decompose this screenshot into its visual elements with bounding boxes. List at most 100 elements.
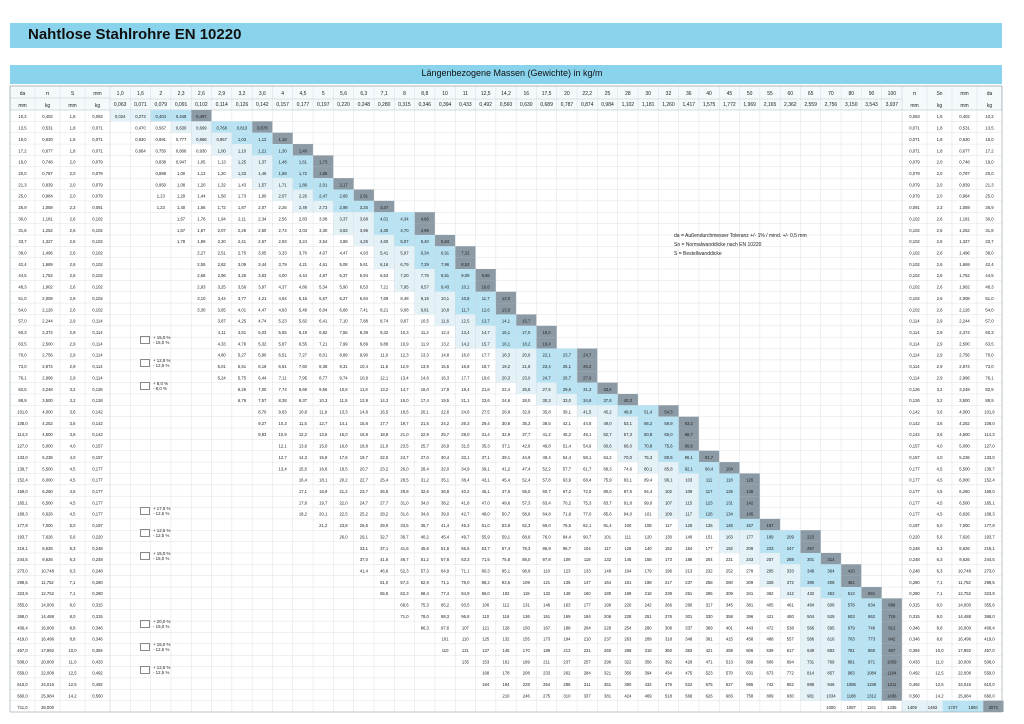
mass-cell: 22,5 <box>339 512 348 517</box>
left-cell: 7,626 <box>42 534 53 539</box>
band-cell <box>313 155 334 167</box>
mass-cell: 38,5 <box>543 421 552 426</box>
mass-cell: 4,80 <box>218 353 227 358</box>
mass-cell: 27,5 <box>543 387 552 392</box>
mass-cell: 1199 <box>867 682 877 687</box>
band-cell <box>556 382 578 394</box>
mass-cell: 254 <box>624 625 632 630</box>
mass-cell: 12,2 <box>299 432 308 437</box>
left-cell: 0,560 <box>92 693 103 698</box>
tolerance-value: - 8,0 % <box>153 385 167 391</box>
right-cell: 0,248 <box>909 557 920 562</box>
mass-cell: 51,4 <box>644 409 653 414</box>
mass-cell: 67,2 <box>563 489 572 494</box>
right-cell: 0,157 <box>909 455 920 460</box>
factor-header: 0,157 <box>276 102 289 108</box>
mass-cell: 9,56 <box>319 387 328 392</box>
left-cell: 14,488 <box>41 614 54 619</box>
left-cell: 0,126 <box>92 387 103 392</box>
mass-cell: 1,29 <box>177 194 186 199</box>
mass-cell: 53,1 <box>624 421 633 426</box>
left-cell: 0,114 <box>92 341 103 346</box>
right-header-label: mm <box>960 91 968 97</box>
right-cell: 139,7 <box>984 466 995 471</box>
left-cell: 11,752 <box>41 580 54 585</box>
tolerance-marker: + 15,0 % - 15,0 % <box>140 335 170 345</box>
right-cell: 0,071 <box>909 126 920 131</box>
right-cell: 24,016 <box>958 682 971 687</box>
band-cell <box>719 473 740 485</box>
mass-cell: 1483 <box>928 705 938 710</box>
mass-cell: 94,4 <box>644 489 653 494</box>
mass-cell: 5,27 <box>238 353 247 358</box>
band-cell <box>759 575 781 588</box>
mass-cell: 17,7 <box>482 353 491 358</box>
left-cell: 3,6 <box>70 421 76 426</box>
band-cell <box>861 643 882 656</box>
mass-cell: 18,9 <box>319 489 328 494</box>
mass-cell: 286 <box>563 682 571 687</box>
mass-cell: 8,77 <box>319 375 328 380</box>
factor-header: 1,969 <box>743 102 756 108</box>
mass-cell: 513 <box>848 591 856 596</box>
left-cell: 2,6 <box>70 239 76 244</box>
right-cell: 33,7 <box>985 239 994 244</box>
mass-cell: 5,94 <box>360 273 369 278</box>
right-cell: 114,3 <box>984 432 995 437</box>
mass-cell: 42,6 <box>522 444 531 449</box>
mass-cell: 247 <box>787 546 795 551</box>
page-title: Nahtlose Stahlrohre EN 10220 <box>28 26 242 43</box>
left-cell: 2,874 <box>42 364 53 369</box>
mass-cell: 1,90 <box>258 194 267 199</box>
mass-cell: 5,32 <box>258 341 267 346</box>
left-cell: 26,9 <box>18 205 27 210</box>
left-cell: 3,2 <box>70 398 76 403</box>
mass-cell: 41,6 <box>400 546 409 551</box>
mass-cell: 1,99 <box>197 239 206 244</box>
mass-cell: 26,2 <box>583 364 592 369</box>
mass-cell: 237 <box>604 637 612 642</box>
tolerance-value: - 12,5 % <box>153 646 170 652</box>
band-cell <box>292 166 314 179</box>
band-cell <box>983 700 1004 712</box>
right-cell: 6,3 <box>937 569 943 574</box>
mass-cell: 538 <box>787 625 795 630</box>
band-cell <box>841 564 862 576</box>
right-cell: 0,630 <box>959 137 970 142</box>
mass-cell: 627 <box>726 682 734 687</box>
right-cell: 0,079 <box>909 194 920 199</box>
mass-cell: 77,4 <box>441 591 450 596</box>
band-cell <box>739 473 760 485</box>
band-cell <box>820 598 842 610</box>
mass-cell: 3,44 <box>258 262 267 267</box>
band-cell <box>841 677 862 690</box>
left-cell: 14,000 <box>41 603 54 608</box>
mass-cell: 4,60 <box>380 239 389 244</box>
mass-cell: 318 <box>665 637 673 642</box>
mass-cell: 1,20 <box>197 182 206 187</box>
mass-cell: 132 <box>604 557 612 562</box>
mass-cell: 0,448 <box>176 114 187 119</box>
mass-cell: 153 <box>482 659 490 664</box>
mass-cell: 43,1 <box>482 478 491 483</box>
left-cell: 2,9 <box>70 353 76 358</box>
mass-cell: 37,1 <box>502 444 511 449</box>
left-cell: 193,7 <box>17 534 28 539</box>
left-cell: 0,079 <box>92 182 103 187</box>
right-cell: 7,1 <box>937 580 943 585</box>
mass-cell: 100 <box>624 523 632 528</box>
band-cell <box>374 234 395 247</box>
band-cell <box>495 325 517 338</box>
band-cell <box>841 598 862 610</box>
mass-cell: 90,7 <box>583 534 592 539</box>
mass-cell: 2,26 <box>238 228 247 233</box>
mass-cell: 23,7 <box>360 489 369 494</box>
mass-cell: 7,60 <box>299 364 308 369</box>
mass-cell: 4,25 <box>238 319 247 324</box>
tolerance-value: - 12,5 % <box>153 533 170 539</box>
band-cell <box>861 587 882 599</box>
right-cell: 44,5 <box>985 273 994 278</box>
mass-cell: 421 <box>767 614 775 619</box>
mass-cell: 290 <box>685 603 693 608</box>
mass-cell: 177 <box>584 603 592 608</box>
